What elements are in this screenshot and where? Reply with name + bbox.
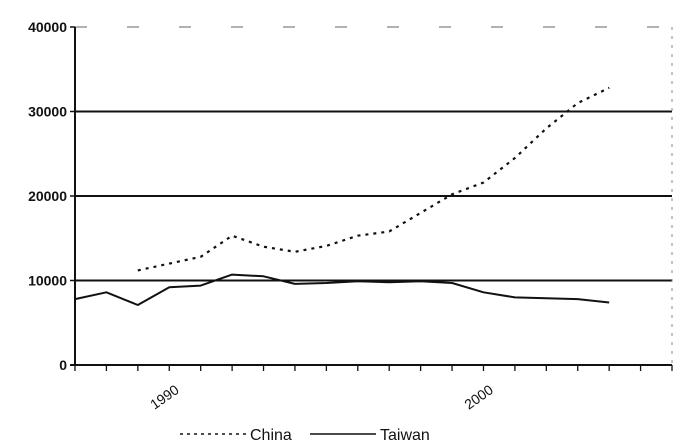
- legend-taiwan-label: Taiwan: [380, 427, 430, 444]
- grid-lines: [75, 26, 673, 365]
- x-tick-label: 1990: [147, 381, 182, 412]
- legend-china-label: China: [250, 427, 292, 444]
- x-axis-ticks: 1990 2000: [147, 381, 496, 412]
- series-lines: [74, 86, 610, 306]
- y-tick-label: 20000: [28, 188, 67, 204]
- series-line-china: [137, 86, 610, 272]
- y-tick-label: 30000: [28, 104, 67, 120]
- y-axis-ticks: 0 10000 20000 30000 40000: [28, 19, 67, 373]
- y-tick-label: 0: [59, 357, 67, 373]
- x-tick-label: 2000: [461, 381, 496, 412]
- series-line-taiwan: [74, 273, 610, 306]
- legend: China Taiwan: [180, 427, 430, 444]
- y-tick-label: 10000: [28, 273, 67, 289]
- axes: [70, 26, 673, 371]
- y-tick-label: 40000: [28, 19, 67, 35]
